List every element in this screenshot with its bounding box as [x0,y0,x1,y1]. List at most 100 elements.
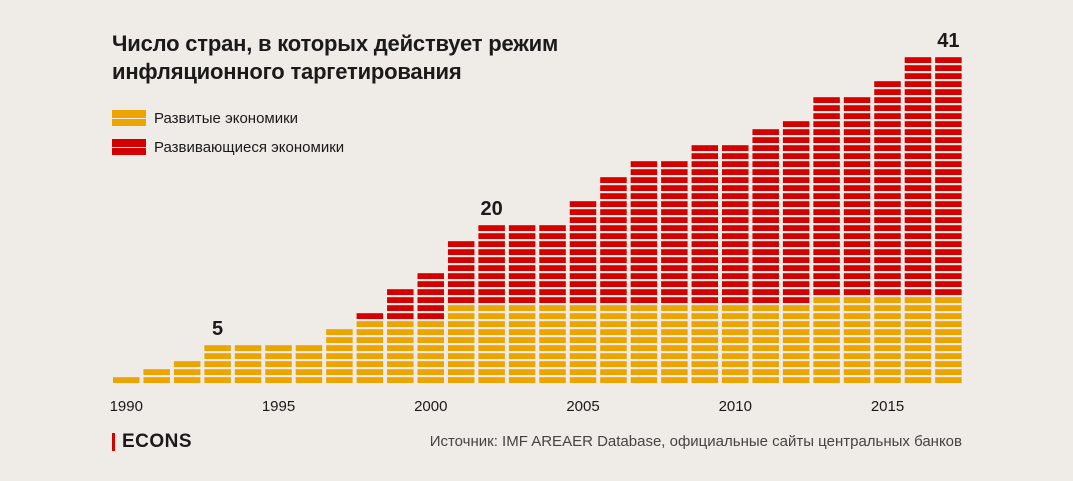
bar-emerging-2009-11 [691,217,719,223]
bar-emerging-2008-6 [661,257,688,263]
bar-emerging-2011-9 [752,233,779,239]
bar-emerging-2009-9 [691,233,719,239]
bar-emerging-2008-13 [661,201,688,207]
bar-developed-2004-3 [539,361,566,367]
bar-developed-2005-4 [569,353,597,359]
bar-emerging-2016-28 [904,73,932,79]
bar-developed-1992-2 [173,369,201,375]
bar-developed-2006-10 [600,305,627,311]
bar-emerging-2016-25 [904,97,932,103]
bar-emerging-2011-19 [752,153,779,159]
bar-emerging-2014-23 [843,113,871,119]
bar-developed-2015-11 [874,297,901,303]
bar-emerging-2012-7 [782,249,810,255]
bar-developed-2016-3 [904,361,932,367]
bar-emerging-2014-16 [843,169,871,175]
bar-emerging-2004-1 [539,297,566,303]
bar-emerging-2014-5 [843,257,871,263]
bar-developed-2000-3 [417,361,444,367]
bar-emerging-2015-3 [874,273,901,279]
bar-developed-2016-11 [904,297,932,303]
bar-developed-2013-10 [813,305,840,311]
bar-emerging-2010-4 [722,273,749,279]
bar-developed-2011-5 [752,345,779,351]
bar-developed-1996-3 [295,361,323,367]
bar-emerging-2013-5 [813,257,840,263]
bar-emerging-2010-10 [722,225,749,231]
bar-developed-2013-6 [813,337,840,343]
bar-emerging-2007-1 [630,297,658,303]
bar-emerging-2000-2 [417,305,444,311]
bar-emerging-2016-11 [904,209,932,215]
bar-developed-2007-3 [630,361,658,367]
bar-emerging-2017-30 [935,57,962,63]
bar-emerging-2013-14 [813,185,840,191]
bar-emerging-2015-19 [874,145,901,151]
bar-emerging-2001-3 [447,281,475,287]
bar-developed-1997-2 [326,369,353,375]
bar-developed-2011-10 [752,305,779,311]
bar-developed-2008-2 [661,369,688,375]
bar-developed-2015-10 [874,305,901,311]
bar-developed-2002-7 [478,329,505,335]
bar-emerging-2015-22 [874,121,901,127]
bar-emerging-2017-2 [935,281,962,287]
bar-emerging-2014-25 [843,97,871,103]
bar-developed-2015-6 [874,337,901,343]
bar-emerging-2001-1 [447,297,475,303]
bar-emerging-2001-4 [447,273,475,279]
bar-emerging-2012-8 [782,241,810,247]
bar-emerging-1999-2 [387,305,414,311]
bar-emerging-2006-5 [600,265,627,271]
bar-emerging-2015-20 [874,137,901,143]
bar-developed-2011-7 [752,329,779,335]
bar-emerging-2014-17 [843,161,871,167]
bar-emerging-2010-13 [722,201,749,207]
bar-emerging-1998-1 [356,313,384,319]
bar-developed-2001-4 [447,353,475,359]
bar-developed-2008-1 [661,377,688,383]
bar-emerging-2013-18 [813,153,840,159]
bar-emerging-2011-13 [752,201,779,207]
bar-developed-1999-8 [387,321,414,327]
bar-emerging-2010-20 [722,145,749,151]
bar-developed-2001-3 [447,361,475,367]
brand-name: ECONS [122,431,193,452]
bar-emerging-2007-17 [630,169,658,175]
bar-developed-2012-8 [782,321,810,327]
bar-emerging-2003-5 [508,265,536,271]
bar-emerging-2008-8 [661,241,688,247]
bar-emerging-2010-7 [722,249,749,255]
bar-emerging-2013-15 [813,177,840,183]
bar-emerging-2011-14 [752,193,779,199]
bar-developed-2011-6 [752,337,779,343]
bar-developed-2016-4 [904,353,932,359]
bar-developed-2017-6 [935,337,962,343]
bar-emerging-2002-6 [478,257,505,263]
bar-emerging-2017-17 [935,161,962,167]
bar-emerging-2011-21 [752,137,779,143]
bar-emerging-2012-22 [782,129,810,135]
bar-emerging-2007-5 [630,265,658,271]
bar-developed-1993-4 [204,353,231,359]
bar-developed-2009-6 [691,337,719,343]
bar-emerging-2015-5 [874,257,901,263]
bar-developed-1992-1 [173,377,201,383]
bar-emerging-2017-12 [935,201,962,207]
bar-emerging-2017-27 [935,81,962,87]
bar-developed-2007-9 [630,313,658,319]
bar-emerging-2009-4 [691,273,719,279]
bar-developed-1998-7 [356,329,384,335]
bar-developed-2014-11 [843,297,871,303]
bar-developed-1991-1 [143,377,170,383]
bar-developed-2015-1 [874,377,901,383]
bar-developed-2005-10 [569,305,597,311]
bar-emerging-2006-14 [600,193,627,199]
bar-developed-2009-10 [691,305,719,311]
bar-developed-2003-5 [508,345,536,351]
bar-developed-1996-2 [295,369,323,375]
bar-developed-2001-6 [447,337,475,343]
bar-emerging-2012-1 [782,297,810,303]
bar-emerging-2010-17 [722,169,749,175]
bar-emerging-2006-8 [600,241,627,247]
